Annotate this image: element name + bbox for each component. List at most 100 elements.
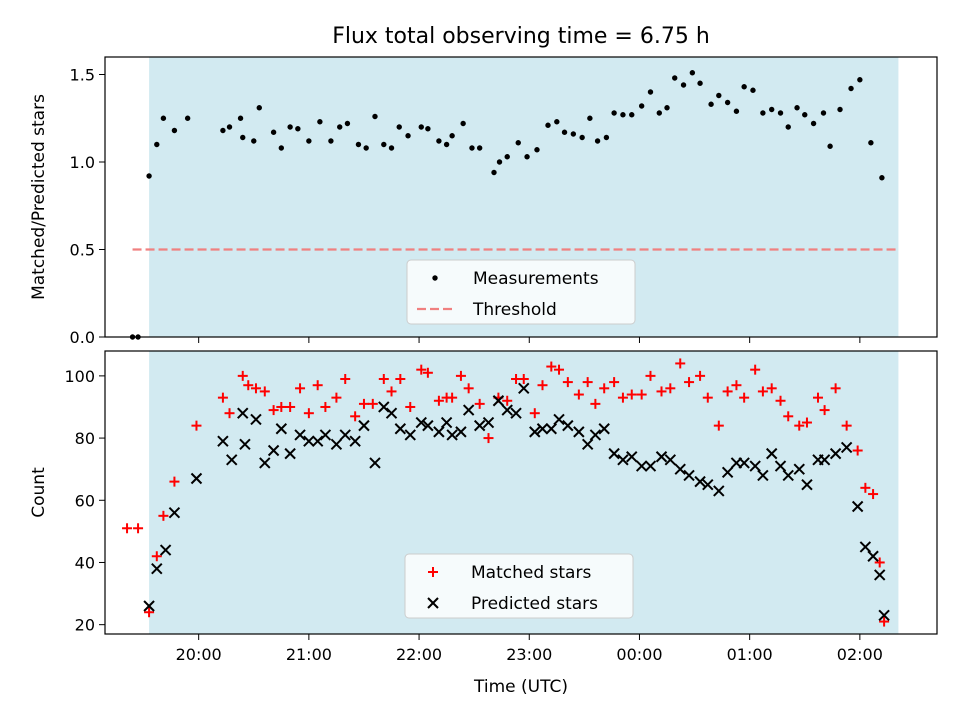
measurement-point [769,106,775,113]
measurement-point [620,112,626,118]
measurement-point [794,105,800,111]
measurement-point [396,124,402,130]
measurement-point [515,140,521,146]
measurement-point [425,126,431,132]
predicted-point [581,438,594,451]
predicted-point [446,429,458,441]
predicted-point [349,435,361,447]
axes-frame [104,350,938,635]
measurement-point [879,175,885,181]
measurement-point [689,70,696,76]
measurement-point [184,115,191,121]
measurement-point [647,89,654,95]
measurement-point [146,173,152,179]
measurement-point [741,84,747,90]
measurement-point [672,75,678,81]
measurement-point [363,145,369,151]
measurement-point [449,133,455,139]
measurement-point [857,77,863,83]
measurement-point [226,124,233,130]
measurement-point [570,131,577,137]
measurement-point [785,124,791,130]
legend-predicted-marker [427,597,439,609]
measurement-point [443,141,450,148]
measurement-point [171,127,178,134]
measurement-point [579,134,585,141]
predicted-point [757,469,769,482]
measurement-point [270,129,277,135]
measurement-point [372,113,378,120]
measurement-point [476,145,483,151]
y-tick-label: 60 [75,491,95,510]
predicted-point [851,500,864,513]
measurement-point [344,120,351,127]
predicted-point [151,562,163,575]
predicted-point [573,426,585,438]
predicted-point [510,407,522,419]
measurement-point [733,108,740,114]
predicted-point [529,426,541,438]
predicted-point [378,401,390,413]
measurement-point [278,145,285,151]
measurement-point [716,92,722,99]
measurement-point [504,154,510,160]
x-tick-label: 01:00 [727,645,773,664]
measurement-point [697,80,703,86]
predicted-point [859,541,872,553]
predicted-point [617,454,629,466]
predicted-point [226,454,238,466]
measurements-panel: 0.0 0.5 1.0 1.5 Matched/Predicted stars Measu… [29,56,938,347]
y-tick-label: 0.0 [70,328,95,347]
predicted-point [284,447,296,460]
measurement-point [418,124,424,130]
predicted-point [501,404,513,416]
predicted-point [829,447,842,460]
y-tick-label: 1.0 [70,153,95,172]
measurement-point [603,134,610,141]
x-axis-label: Time (UTC) [473,677,568,697]
measurement-point [436,138,442,144]
predicted-point [840,441,853,454]
y-tick-label: 20 [75,616,95,635]
measurement-point [827,143,833,149]
predicted-point [536,423,549,435]
predicted-point [217,435,229,447]
x-tick-label: 23:00 [506,645,552,664]
measurement-point [496,159,503,165]
legend-box [406,259,636,325]
predicted-point [713,485,725,497]
measurement-point [802,112,808,118]
measurement-point [381,141,387,148]
x-tick-label: 22:00 [396,645,442,664]
measurement-point [524,154,530,160]
predicted-point [239,438,251,451]
predicted-point [655,451,668,463]
legend-label: Measurements [473,269,599,289]
predicted-point [545,423,558,435]
x-tick-label: 21:00 [286,645,332,664]
predicted-point [683,469,695,482]
y-tick-label: 100 [64,367,95,386]
predicted-point [818,454,831,466]
predicted-point [626,451,638,463]
predicted-point [518,382,530,395]
predicted-point [793,463,805,475]
predicted-point [455,426,467,438]
predicted-point [492,395,505,407]
predicted-point [259,457,271,469]
predicted-point [311,435,324,447]
measurement-point [154,141,160,148]
measurement-point [810,120,817,127]
predicted-point [801,479,813,491]
legend-measurement-marker [432,275,438,281]
x-tick-label: 02:00 [837,645,883,664]
measurement-point [295,126,301,132]
legend-label: Threshold [472,300,557,320]
measurement-point [405,133,411,139]
predicted-point [394,423,407,435]
measurement-point [328,138,334,144]
predicted-point [275,423,288,435]
predicted-point [415,416,427,429]
predicted-point [482,416,495,429]
